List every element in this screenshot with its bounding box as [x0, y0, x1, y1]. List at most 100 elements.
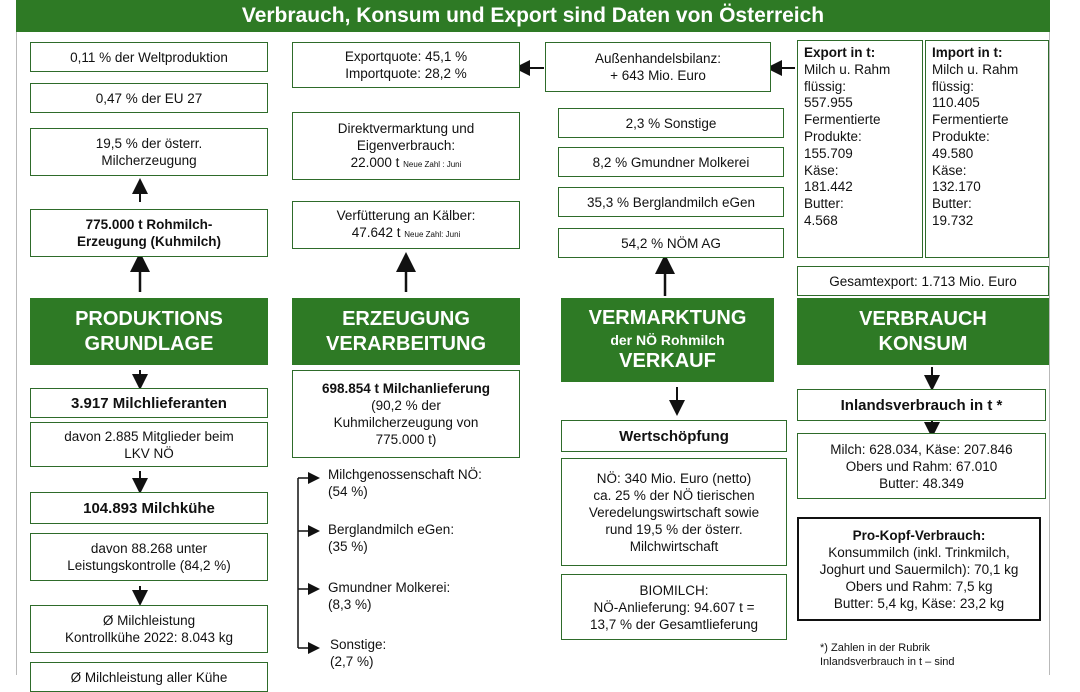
- list-item-pct: (8,3 %): [328, 597, 372, 612]
- produktionsgrundlage-line2: GRUNDLAGE: [84, 332, 214, 355]
- gmundner-text: 8,2 % Gmundner Molkerei: [592, 154, 750, 170]
- cut-text: Ø Milchleistung aller Kühe: [70, 670, 228, 685]
- leistungskontrolle-box: davon 88.268 unter Leistungskontrolle (8…: [30, 533, 268, 581]
- leistungskontrolle-line2: Leistungskontrolle (84,2 %): [67, 558, 231, 573]
- milchleistung-line1: Ø Milchleistung: [102, 613, 196, 628]
- rohmilch-line1: 775.000 t Rohmilch-: [85, 217, 213, 232]
- footnote-line2: Inlandsverbrauch in t – sind: [820, 656, 955, 668]
- mitglieder-line2: LKV NÖ: [124, 445, 174, 461]
- export-line: Käse:: [804, 162, 839, 178]
- produktionsgrundlage-header: PRODUKTIONS GRUNDLAGE: [30, 298, 268, 365]
- milcherzeugung-box: 19,5 % der österr. Milcherzeugung: [30, 128, 268, 176]
- page-title: Verbrauch, Konsum und Export sind Daten …: [16, 0, 1050, 32]
- export-line: 155.709: [804, 145, 853, 161]
- list-item-milchgenossenschaft: Milchgenossenschaft NÖ: (54 %): [328, 466, 528, 500]
- wertschoepfung-details-box: NÖ: 340 Mio. Euro (netto) ca. 25 % der N…: [561, 458, 787, 566]
- list-item-pct: (35 %): [328, 539, 368, 554]
- eu27-box: 0,47 % der EU 27: [30, 83, 268, 113]
- prokopf-line4: Butter: 5,4 kg, Käse: 23,2 kg: [833, 595, 1005, 611]
- direktvermarktung-box: Direktvermarktung und Eigenverbrauch: 22…: [292, 112, 520, 180]
- import-title: Import in t:: [932, 45, 1003, 60]
- export-line: Produkte:: [804, 128, 862, 144]
- gesamtexport-text: Gesamtexport: 1.713 Mio. Euro: [829, 273, 1017, 289]
- vermarktung-line2: der NÖ Rohmilch: [610, 332, 725, 348]
- export-title: Export in t:: [804, 45, 876, 60]
- bilanz-line2: + 643 Mio. Euro: [610, 68, 706, 83]
- wertschoepfung-box: Wertschöpfung: [561, 420, 787, 452]
- milcherzeugung-line2: Milcherzeugung: [101, 153, 197, 168]
- aussenhandelsbilanz-box: Außenhandelsbilanz: + 643 Mio. Euro: [545, 42, 771, 92]
- prokopf-title: Pro-Kopf-Verbrauch:: [852, 527, 986, 543]
- vermarktung-line1: VERMARKTUNG: [588, 307, 747, 329]
- export-line: Butter:: [804, 196, 844, 212]
- mitglieder-box: davon 2.885 Mitglieder beim LKV NÖ: [30, 422, 268, 467]
- import-line: Butter:: [932, 196, 972, 212]
- list-item-gmundner: Gmundner Molkerei: (8,3 %): [328, 579, 528, 613]
- milchanlieferung-box: 698.854 t Milchanlieferung (90,2 % der K…: [292, 370, 520, 458]
- bio-line1: BIOMILCH:: [639, 582, 709, 598]
- vermarktung-line3: VERKAUF: [619, 350, 716, 372]
- kaelber-value: 47.642 t: [351, 225, 401, 240]
- erzeugung-verarbeitung-header: ERZEUGUNG VERARBEITUNG: [292, 298, 520, 365]
- verbrauch-line1: VERBRAUCH: [859, 307, 987, 330]
- prokopf-box: Pro-Kopf-Verbrauch: Konsummilch (inkl. T…: [797, 517, 1041, 621]
- import-line: 19.732: [932, 212, 974, 228]
- sonstige-box: 2,3 % Sonstige: [558, 108, 784, 138]
- inland-line1: Milch: 628.034, Käse: 207.846: [830, 441, 1013, 457]
- export-line: 4.568: [804, 212, 838, 228]
- sonstige-text: 2,3 % Sonstige: [625, 115, 717, 131]
- milchanlieferung-line1: 698.854 t Milchanlieferung: [321, 381, 491, 396]
- footnote-line1: *) Zahlen in der Rubrik: [820, 642, 931, 654]
- inland-line2: Obers und Rahm: 67.010: [845, 458, 998, 474]
- bilanz-line1: Außenhandelsbilanz:: [594, 51, 722, 66]
- wert-line2: ca. 25 % der NÖ tierischen: [593, 487, 755, 503]
- prokopf-line2: Joghurt und Sauermilch): 70,1 kg: [819, 561, 1019, 577]
- bio-line3: 13,7 % der Gesamtlieferung: [589, 616, 759, 632]
- bergland-text: 35,3 % Berglandmilch eGen: [586, 194, 756, 210]
- milchanlieferung-line4: 775.000 t): [375, 432, 437, 447]
- export-line: flüssig:: [804, 78, 847, 94]
- footnote: *) Zahlen in der Rubrik Inlandsverbrauch…: [820, 641, 1020, 669]
- rohmilch-box: 775.000 t Rohmilch- Erzeugung (Kuhmilch): [30, 209, 268, 257]
- leistungskontrolle-line1: davon 88.268 unter: [90, 541, 208, 556]
- page-frame: [16, 0, 1050, 675]
- wert-line3: Veredelungswirtschaft sowie: [588, 504, 760, 520]
- milchkuehe-box: 104.893 Milchkühe: [30, 492, 268, 524]
- direktvermarktung-line2: Eigenverbrauch:: [356, 137, 456, 153]
- kaelber-box: Verfütterung an Kälber: 47.642 t Neue Za…: [292, 201, 520, 249]
- list-item-pct: (54 %): [328, 484, 368, 499]
- prokopf-line1: Konsummilch (inkl. Trinkmilch,: [828, 544, 1010, 560]
- prokopf-line3: Obers und Rahm: 7,5 kg: [845, 578, 993, 594]
- gesamtexport-box: Gesamtexport: 1.713 Mio. Euro: [797, 266, 1049, 296]
- noem-text: 54,2 % NÖM AG: [621, 235, 721, 251]
- import-line: 132.170: [932, 179, 981, 195]
- list-item-name: Sonstige:: [330, 637, 387, 652]
- list-item-pct: (2,7 %): [330, 654, 374, 669]
- export-line: Milch u. Rahm: [804, 61, 891, 77]
- noem-box: 54,2 % NÖM AG: [558, 228, 784, 258]
- erzeugung-line1: ERZEUGUNG: [342, 307, 470, 330]
- import-line: Käse:: [932, 162, 967, 178]
- verbrauch-konsum-header: VERBRAUCH KONSUM: [797, 298, 1049, 365]
- lieferanten-text: 3.917 Milchlieferanten: [71, 394, 227, 412]
- direktvermarktung-line3: 22.000 t Neue Zahl : Juni: [351, 154, 462, 173]
- list-item-berglandmilch: Berglandmilch eGen: (35 %): [328, 521, 528, 555]
- export-line: 181.442: [804, 179, 853, 195]
- import-line: Milch u. Rahm: [932, 61, 1019, 77]
- list-item-name: Milchgenossenschaft NÖ:: [328, 467, 482, 482]
- bergland-box: 35,3 % Berglandmilch eGen: [558, 187, 784, 217]
- cut-box: Ø Milchleistung aller Kühe: [30, 662, 268, 692]
- rohmilch-line2: Erzeugung (Kuhmilch): [77, 234, 221, 249]
- gmundner-box: 8,2 % Gmundner Molkerei: [558, 147, 784, 177]
- export-line: 557.955: [804, 95, 853, 111]
- inland-line3: Butter: 48.349: [879, 475, 964, 491]
- biomilch-box: BIOMILCH: NÖ-Anlieferung: 94.607 t = 13,…: [561, 574, 787, 640]
- import-box: Import in t: Milch u. Rahm flüssig: 110.…: [925, 40, 1049, 258]
- inlandsverbrauch-values-box: Milch: 628.034, Käse: 207.846 Obers und …: [797, 433, 1046, 499]
- export-line: Fermentierte: [804, 112, 881, 128]
- bio-line2: NÖ-Anlieferung: 94.607 t =: [593, 599, 755, 615]
- exportquote-box: Exportquote: 45,1 % Importquote: 28,2 %: [292, 42, 520, 88]
- inlandsverbrauch-box: Inlandsverbrauch in t *: [797, 389, 1046, 421]
- list-item-name: Gmundner Molkerei:: [328, 580, 451, 595]
- wert-line4: rund 19,5 % der österr.: [605, 521, 743, 537]
